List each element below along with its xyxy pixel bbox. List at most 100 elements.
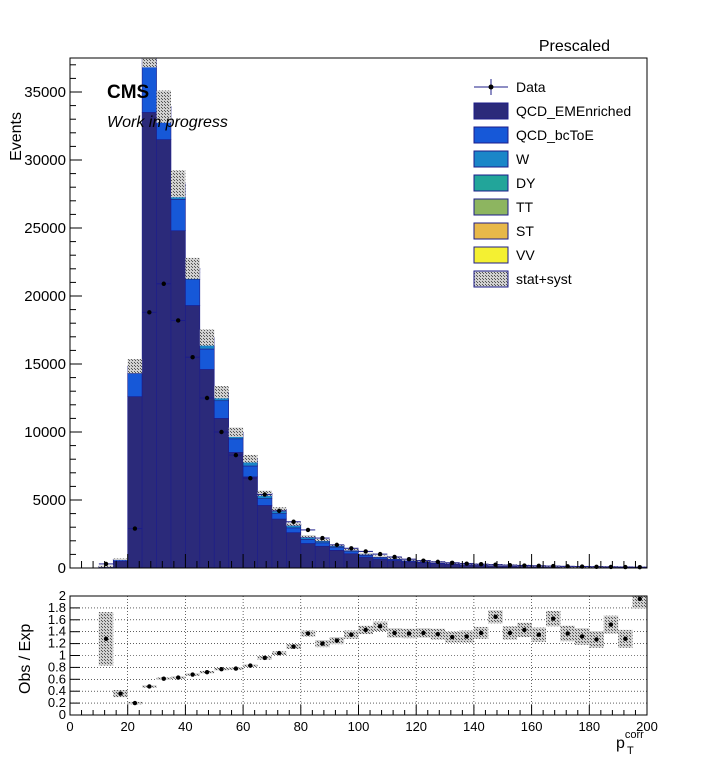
bar-qcd_emenriched-bin-22 [387,560,403,569]
bar-qcd_bctoe-bin-19 [343,551,359,555]
stat-syst-band-bin-6 [156,90,171,123]
legend-label: VV [516,247,535,263]
ratio-x-tick-label: 120 [405,719,427,734]
bar-qcd_bctoe-bin-10 [213,400,229,419]
ratio-point [421,630,426,636]
data-point-marker [305,527,311,533]
ratio-point [623,636,628,642]
legend-swatch [473,174,509,192]
stat-syst-band-bin-11 [228,427,244,438]
bar-qcd_emenriched-bin-11 [228,452,244,569]
ratio-x-tick-label: 60 [236,719,250,734]
ratio-point [450,634,455,640]
ratio-x-tick-label: 200 [636,719,658,734]
ratio-panel: 00.20.40.60.811.21.41.61.82 0 20 40 60 80 100… [17,588,658,757]
bar-qcd_emenriched-bin-13 [257,505,273,569]
bar-qcd_bctoe-bin-15 [286,527,302,533]
legend-entry-qcd-emenriched: QCD_EMEnriched [473,102,631,120]
bar-qcd_bctoe-bin-17 [314,542,330,547]
bar-w-bin-16 [300,537,316,540]
ratio-x-tick-label: 160 [521,719,543,734]
y-tick-label: 30000 [24,152,66,169]
prescaled-label: Prescaled [539,38,610,55]
legend-entry-st: ST [473,222,534,240]
data-point [401,556,417,562]
bar-qcd_emenriched-bin-15 [286,532,302,569]
data-point [315,535,330,541]
data-point-marker [233,452,239,458]
ratio-point [349,632,354,637]
ratio-x-axis: 0 20 40 60 80 100 120 140 160 180 200 [66,705,658,734]
data-point-marker [190,355,195,360]
ratio-point [608,622,614,627]
y-tick-label: 35000 [24,84,66,101]
ratio-point [493,614,498,620]
data-points [98,281,647,570]
data-point [416,558,431,563]
ratio-point [551,616,556,621]
bar-qcd_emenriched-bin-6 [156,139,172,569]
x-title-sup: corr [625,729,644,741]
legend-entry-stat-syst: stat+syst [473,270,572,288]
bar-qcd_emenriched-bin-18 [329,550,345,569]
y-tick-label: 0 [58,560,66,577]
data-point [286,519,301,524]
data-point-marker [262,492,267,497]
bar-qcd_bctoe-bin-12 [242,465,258,478]
ratio-point [594,637,599,642]
ratio-point [262,655,267,661]
bar-qcd_bctoe-bin-13 [257,498,273,506]
y-tick-label: 25000 [24,220,66,237]
data-point-marker [522,563,527,568]
ratio-point [320,641,325,646]
legend-label: DY [516,175,536,191]
stat-syst-band-bin-16 [300,535,316,538]
legend-entry-qcd-bctoe: QCD_bcToE [473,126,594,144]
data-point-marker [248,476,253,481]
ratio-x-tick-label: 140 [463,719,485,734]
ratio-point [204,669,210,675]
data-point [300,527,316,533]
ratio-y-axis-title: Obs / Exp [17,624,34,694]
x-title-sub: T [627,745,634,757]
ratio-point [507,630,513,636]
data-point [142,310,157,315]
data-point-marker [377,551,383,557]
stat-syst-band-bin-5 [142,58,157,68]
data-point-marker [291,519,296,524]
bar-w-bin-15 [286,525,302,529]
ratio-point [435,631,441,637]
bar-qcd_bctoe-bin-16 [300,539,316,544]
stat-syst-band-bin-8 [185,257,200,279]
data-point-marker [536,563,542,569]
ratio-point [406,631,412,636]
bar-qcd_emenriched-bin-24 [415,562,431,569]
legend-entry-data: Data [474,79,546,95]
y-tick-label: 20000 [24,288,66,305]
ratio-y-tick-label: 0.4 [48,683,66,698]
bar-qcd_bctoe-bin-4 [127,373,143,397]
y-tick-label: 5000 [33,492,66,509]
legend-label: Data [516,79,546,95]
main-plot-border [69,57,648,569]
ratio-point [522,627,527,633]
ratio-y-tick-label: 0.6 [48,671,66,686]
ratio-point [103,636,109,642]
bar-qcd_bctoe-bin-8 [185,279,201,306]
ratio-point [175,675,181,680]
ratio-x-tick-label: 40 [178,719,192,734]
data-point-marker [175,318,181,323]
stat-syst-band-bin-2 [98,565,114,568]
ratio-point [132,700,138,706]
legend-label: ST [516,223,534,239]
bar-qcd_emenriched-bin-25 [430,563,446,569]
legend-swatch [473,102,509,120]
ratio-y-tick-label: 1 [59,648,66,663]
data-point [199,395,215,401]
data-point [358,549,373,554]
data-point [387,554,402,560]
stat-syst-band-bin-4 [127,359,143,374]
data-point [344,546,359,551]
data-point-marker [132,526,138,531]
bar-qcd_emenriched-bin-17 [314,545,330,569]
